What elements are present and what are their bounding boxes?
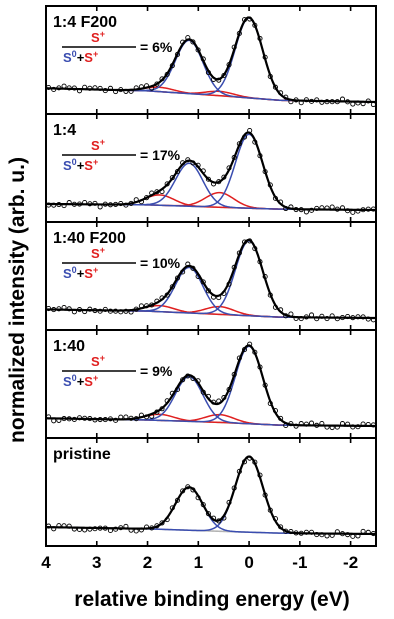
fraction-annotation: S+ S0+S+ = 17% <box>62 137 181 173</box>
data-point <box>180 377 186 383</box>
x-tick-label: 0 <box>244 553 253 572</box>
fit-line <box>46 238 376 320</box>
x-tick-label: 3 <box>92 553 101 572</box>
panel-plot-area <box>46 238 376 323</box>
fit-line <box>46 455 376 536</box>
panel-label: 1:40 F200 <box>53 230 126 247</box>
x-tick-label: 1 <box>194 553 203 572</box>
fraction-numerator: S+ <box>91 137 105 153</box>
x-tick-label: -2 <box>343 553 358 572</box>
panel-label: pristine <box>53 446 111 463</box>
fraction-denominator: S0+S+ <box>63 373 98 389</box>
panel-label: 1:40 <box>53 338 85 355</box>
fraction-value: = 9% <box>140 363 173 379</box>
fit-line <box>46 16 376 104</box>
fraction-numerator: S+ <box>91 245 105 261</box>
data-point <box>159 520 165 526</box>
x-tick-label: -1 <box>292 553 307 572</box>
panel-1-4: 1:4 S+ S0+S+ = 17% <box>45 113 377 223</box>
panel-plot-area <box>46 455 376 539</box>
fraction-annotation: S+ S0+S+ = 6% <box>62 29 173 65</box>
panel-pristine: pristine <box>45 437 377 547</box>
fraction-annotation: S+ S0+S+ = 10% <box>62 245 181 281</box>
panel-label: 1:4 <box>53 122 76 139</box>
fraction-denominator: S0+S+ <box>63 265 98 281</box>
panel-label: 1:4 F200 <box>53 14 117 31</box>
fraction-denominator: S0+S+ <box>63 157 98 173</box>
data-point <box>190 39 196 45</box>
x-tick-label: 4 <box>41 553 51 572</box>
data-point <box>205 176 211 182</box>
fraction-denominator: S0+S+ <box>63 49 98 65</box>
panel-1-40: 1:40 S+ S0+S+ = 9% <box>45 329 377 439</box>
fraction-numerator: S+ <box>91 353 105 369</box>
s0-component-1 <box>46 455 376 535</box>
fraction-annotation: S+ S0+S+ = 9% <box>62 353 173 389</box>
fit-line <box>46 131 376 212</box>
x-tick-label: 2 <box>143 553 152 572</box>
fraction-value: = 6% <box>140 39 173 55</box>
panel-plot-area <box>46 127 376 215</box>
x-axis: 4 3 2 1 0 -1 -2 <box>41 553 358 572</box>
s0-component-2 <box>46 162 376 211</box>
x-axis-label: relative binding energy (eV) <box>74 588 349 611</box>
fraction-value: = 17% <box>140 147 181 163</box>
panel-frame <box>45 437 377 547</box>
fraction-numerator: S+ <box>91 29 105 45</box>
fraction-value: = 10% <box>140 255 181 271</box>
fit-line <box>46 344 376 428</box>
y-axis-label: normalized intensity (arb. u.) <box>6 157 29 443</box>
panel-plot-area <box>46 341 376 431</box>
panel-plot-area <box>46 16 376 108</box>
